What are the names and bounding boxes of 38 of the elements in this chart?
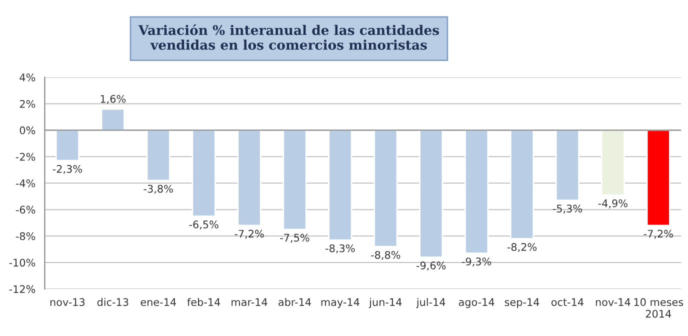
x-tick-label: dic-13	[97, 298, 128, 306]
x-tick-label: mar-14	[232, 298, 268, 306]
data-label: -4,9%	[598, 199, 628, 208]
data-label: -8,3%	[326, 244, 355, 254]
x-tick-label: sep-14	[504, 298, 540, 308]
x-tick-label: ene-14	[140, 298, 176, 306]
x-tick-label: nov-13	[50, 298, 85, 306]
data-label: -2,3%	[52, 164, 82, 174]
y-tick-label: -6%	[16, 206, 36, 214]
data-label: -3,8%	[144, 184, 173, 194]
x-tick-label: 10 meses 2014	[634, 298, 684, 318]
data-label: -7,2%	[644, 230, 673, 239]
data-label: -5,3%	[552, 204, 582, 214]
data-label: -9,3%	[462, 258, 492, 267]
data-label: -9,6%	[416, 262, 446, 270]
x-tick-label: abr-14	[278, 298, 311, 306]
x-tick-label: ago-14	[458, 298, 494, 308]
data-label: -8,2%	[507, 243, 537, 252]
data-label: -8,8%	[371, 250, 400, 260]
data-label: -7,5%	[280, 234, 310, 243]
x-tick-label: oct-14	[551, 298, 584, 306]
x-tick-label: feb-14	[187, 298, 220, 306]
x-tick-label: jun-14	[368, 298, 402, 308]
chart-title: Variación % interanual de las cantidades vendidas en los comercios minoristas	[138, 24, 439, 50]
y-tick-label: 0%	[20, 126, 36, 134]
y-tick-label: -12%	[9, 285, 36, 294]
x-tick-label: jul-14	[416, 298, 446, 308]
data-label: -6,5%	[189, 220, 218, 230]
y-tick-label: 4%	[20, 74, 36, 82]
y-tick-label: 2%	[20, 100, 36, 108]
y-tick-label: -2%	[16, 152, 36, 161]
x-tick-label: may-14	[321, 298, 360, 308]
x-tick-label: nov-14	[596, 298, 630, 306]
data-label: 1,6%	[100, 94, 126, 104]
data-label: -7,2%	[234, 230, 264, 239]
y-tick-label: -4%	[16, 179, 36, 188]
y-tick-label: -8%	[16, 232, 36, 240]
y-tick-label: -10%	[9, 258, 36, 267]
